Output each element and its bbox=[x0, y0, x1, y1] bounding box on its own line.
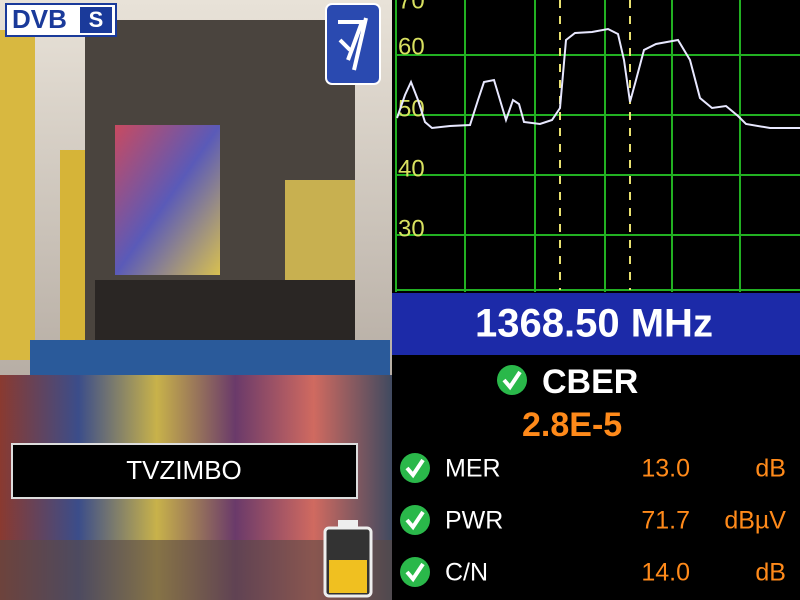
y-tick-label: 70 bbox=[398, 0, 425, 14]
measurement-unit: dB bbox=[755, 559, 786, 587]
frequency-bar: 1368.50 MHz bbox=[392, 293, 800, 355]
logo-text: DVB bbox=[12, 4, 67, 34]
y-tick-label: 60 bbox=[398, 33, 425, 60]
spectrum-trace bbox=[396, 27, 800, 130]
measurement-label: C/N bbox=[445, 559, 488, 587]
y-tick-label: 40 bbox=[398, 155, 425, 182]
measurement-value: 13.0 bbox=[641, 455, 690, 483]
measurement-label: PWR bbox=[445, 507, 503, 535]
frequency: 1368.50 MHz bbox=[475, 302, 713, 346]
measurement-row: PWR 71.7 dBµV bbox=[400, 505, 786, 535]
channel-name: TVZIMBO bbox=[126, 455, 242, 485]
measurement-label: MER bbox=[445, 455, 501, 483]
cber-label: CBER bbox=[542, 363, 638, 401]
channel-box: TVZIMBO bbox=[11, 443, 358, 499]
cber-value: 2.8E-5 bbox=[522, 406, 622, 444]
signal-icon bbox=[325, 3, 381, 85]
battery-icon bbox=[323, 520, 373, 598]
dvb-logo: DVB S bbox=[5, 3, 117, 37]
y-tick-label: 30 bbox=[398, 215, 425, 242]
measurement-row: MER 13.0 dB bbox=[400, 453, 786, 483]
measurement-unit: dB bbox=[755, 455, 786, 483]
measurement-value: 71.7 bbox=[641, 507, 690, 535]
logo-badge: S bbox=[89, 7, 104, 32]
video-picture bbox=[0, 0, 392, 600]
measurement-row: C/N 14.0 dB bbox=[400, 557, 786, 587]
spectrum-graph: 70 60 50 40 30 bbox=[392, 0, 800, 292]
cber: CBER 2.8E-5 bbox=[497, 363, 638, 444]
measurement-unit: dBµV bbox=[724, 507, 786, 535]
measurement-value: 14.0 bbox=[641, 559, 690, 587]
